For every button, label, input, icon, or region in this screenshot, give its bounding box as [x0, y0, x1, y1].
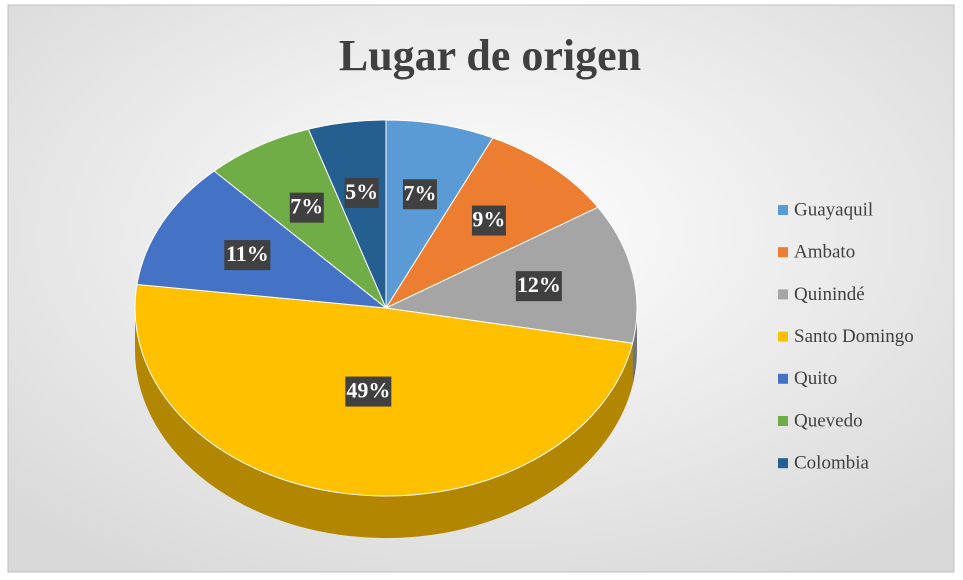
data-label-box — [289, 192, 324, 223]
chart-title: Lugar de origen — [339, 31, 641, 80]
legend-swatch — [778, 331, 788, 342]
data-label: 9% — [471, 205, 506, 236]
data-label-box — [224, 240, 271, 271]
slice — [385, 119, 494, 310]
data-label-box — [515, 271, 562, 302]
data-label-text: 5% — [345, 179, 378, 204]
slice — [384, 206, 638, 344]
slice — [136, 170, 388, 309]
slice-side — [135, 308, 633, 539]
legend-label: Guayaquil — [794, 199, 873, 220]
legend-swatch — [778, 289, 788, 300]
legend-label: Quito — [794, 368, 837, 389]
data-label-box — [345, 376, 392, 407]
legend-swatch — [778, 458, 788, 469]
data-label-box — [402, 179, 437, 210]
data-label-text: 7% — [290, 194, 323, 219]
legend-swatch — [778, 373, 788, 384]
data-label: 5% — [344, 177, 379, 208]
data-label-text: 9% — [472, 207, 505, 232]
data-label-text: 7% — [403, 180, 436, 205]
data-label: 11% — [224, 240, 271, 271]
data-label-box — [344, 177, 379, 208]
legend-swatch — [778, 205, 788, 215]
slice — [307, 119, 387, 309]
legend-label: Colombia — [794, 453, 870, 474]
data-label-text: 12% — [517, 272, 561, 297]
data-label: 12% — [515, 271, 562, 302]
legend-label: Santo Domingo — [794, 326, 914, 347]
legend-label: Ambato — [794, 242, 855, 263]
data-label-box — [471, 205, 506, 236]
data-label: 7% — [402, 179, 437, 210]
data-label: 7% — [289, 192, 324, 223]
legend-swatch — [778, 416, 788, 426]
data-label-text: 49% — [346, 378, 390, 403]
legend-label: Quinindé — [794, 284, 865, 305]
data-label: 49% — [345, 376, 392, 407]
data-label-text: 11% — [226, 241, 269, 266]
legend-swatch — [778, 247, 788, 258]
legend-label: Quevedo — [794, 410, 863, 431]
